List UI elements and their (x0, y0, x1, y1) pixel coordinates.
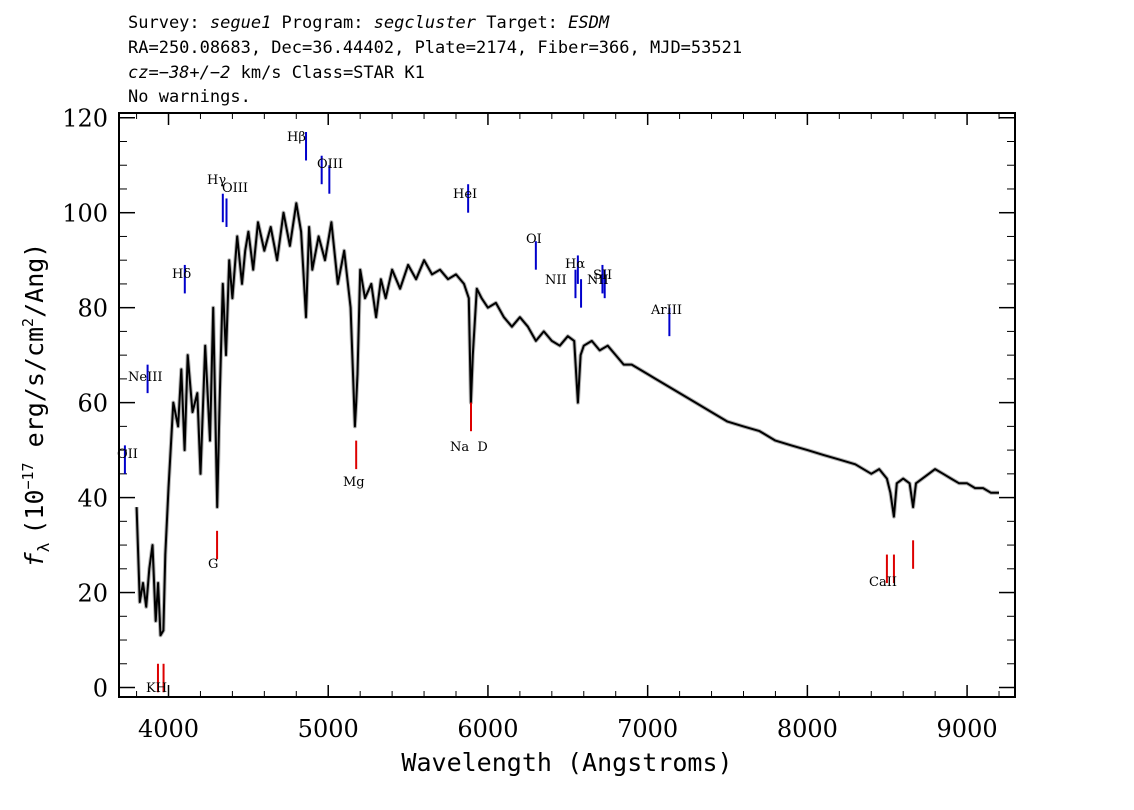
label-nii-6583: NII (587, 273, 609, 288)
label-oiii-5007: OIII (317, 157, 343, 172)
y-tick-label: 20 (77, 580, 108, 608)
x-tick-label: 4000 (138, 715, 199, 743)
header-block: Survey: segue1 Program: segcluster Targe… (128, 13, 742, 107)
x-tick-label: 7000 (617, 715, 678, 743)
label-ariii: ArIII (650, 303, 682, 318)
y-tick-label: 0 (93, 675, 108, 703)
header-line-3: cz=−38+/−2 km/s Class=STAR K1 (128, 63, 425, 83)
label-kh: KH (146, 681, 167, 696)
label-na-d: Na D (450, 440, 488, 455)
y-tick-label: 100 (62, 200, 108, 228)
spectral-line-labels: OII NeIII Hδ Hγ OIII Hβ OIII HeI OI NII … (117, 130, 897, 696)
label-mg: Mg (343, 475, 365, 490)
axis-ticks (119, 113, 1015, 697)
y-axis-title: fλ(10−17 erg/s/cm2/Ang) (19, 243, 53, 568)
flux-series-line (135, 202, 999, 637)
emission-line-markers (123, 131, 671, 474)
axis-tick-labels: 4000 5000 6000 7000 8000 9000 0 20 40 60 80 100 120 (62, 105, 997, 743)
x-tick-label: 5000 (298, 715, 359, 743)
x-axis-title: Wavelength (Angstroms) (401, 748, 732, 777)
absorption-line-markers (156, 402, 915, 693)
label-hbeta: Hβ (287, 130, 306, 145)
x-tick-label: 9000 (937, 715, 998, 743)
label-g: G (208, 557, 218, 572)
label-nii-6548: NII (545, 273, 567, 288)
label-sii: SII (593, 268, 612, 283)
y-tick-label: 120 (62, 105, 108, 133)
y-tick-label: 40 (77, 485, 108, 513)
label-caii: CaII (869, 575, 897, 590)
x-tick-label: 6000 (457, 715, 518, 743)
label-hdelta: Hδ (172, 267, 191, 282)
plot-frame (118, 112, 1016, 698)
label-halpha: Hα (565, 257, 585, 272)
label-neiii: NeIII (128, 370, 162, 385)
y-tick-label: 60 (77, 390, 108, 418)
label-hgamma: Hγ (207, 173, 226, 188)
label-hei: HeI (453, 187, 477, 202)
header-line-2: RA=250.08683, Dec=36.44402, Plate=2174, … (128, 38, 742, 58)
header-line-4: No warnings. (128, 87, 251, 107)
label-oii: OII (117, 447, 138, 462)
header-line-1: Survey: segue1 Program: segcluster Targe… (128, 13, 610, 33)
x-tick-label: 8000 (777, 715, 838, 743)
label-oi: OI (526, 232, 542, 247)
plot-area (123, 131, 999, 693)
label-oiii-4363: OIII (222, 181, 248, 196)
y-tick-label: 80 (77, 295, 108, 323)
